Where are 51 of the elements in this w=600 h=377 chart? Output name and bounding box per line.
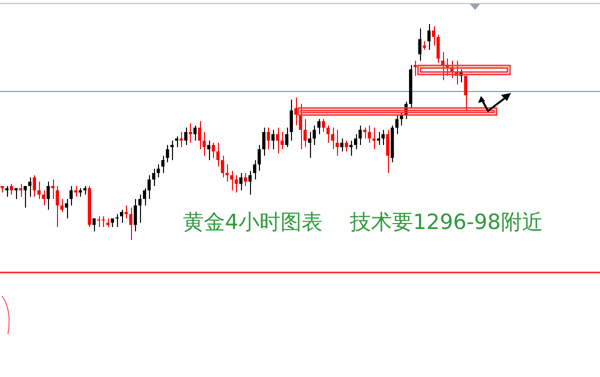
candlestick xyxy=(427,24,431,50)
candlestick xyxy=(395,114,398,135)
candlestick xyxy=(92,218,96,232)
candlestick xyxy=(368,125,371,144)
candlestick xyxy=(10,183,14,196)
candlestick xyxy=(46,181,50,210)
candlestick xyxy=(340,138,344,152)
candlestick xyxy=(280,132,284,150)
candlestick xyxy=(248,170,252,196)
candlestick xyxy=(464,75,468,111)
candlestick xyxy=(322,118,326,132)
candlestick xyxy=(184,127,188,146)
candlestick xyxy=(358,125,362,146)
candlestick xyxy=(60,198,64,212)
candlestick xyxy=(161,155,164,174)
candlestick xyxy=(317,118,320,135)
candlestick xyxy=(124,204,128,219)
candlestick xyxy=(336,129,339,156)
candlestick xyxy=(32,174,36,198)
candlestick xyxy=(266,127,270,150)
candlestick xyxy=(418,28,422,62)
candlestick xyxy=(14,188,18,200)
candlestick xyxy=(42,190,46,206)
candlestick xyxy=(382,129,385,146)
candlestick xyxy=(216,142,220,168)
candlestick xyxy=(294,96,298,126)
candlestick xyxy=(5,186,8,198)
candlestick xyxy=(386,129,390,174)
candlestick xyxy=(138,194,142,224)
candlestick xyxy=(262,127,266,156)
candlestick xyxy=(234,174,238,193)
candlestick xyxy=(166,144,170,163)
candlestick xyxy=(70,186,73,206)
candlestick xyxy=(193,125,197,142)
candlestick xyxy=(134,198,137,232)
candlestick xyxy=(74,186,78,198)
candlestick xyxy=(28,176,32,198)
candlestick xyxy=(180,132,183,148)
candlestick xyxy=(220,155,224,178)
candlestick xyxy=(271,129,275,150)
candlestick xyxy=(115,214,119,228)
candlestick xyxy=(239,172,242,191)
annotation: 黄金4小时图表 技术要1296-98附近 xyxy=(183,209,544,236)
candlestick xyxy=(129,207,132,240)
candlestick xyxy=(212,142,215,158)
candlestick xyxy=(326,125,330,144)
candlestick xyxy=(19,183,22,198)
candlestick xyxy=(175,136,178,148)
candlestick xyxy=(414,60,417,76)
candlestick xyxy=(207,140,210,161)
candlestick xyxy=(24,186,27,208)
